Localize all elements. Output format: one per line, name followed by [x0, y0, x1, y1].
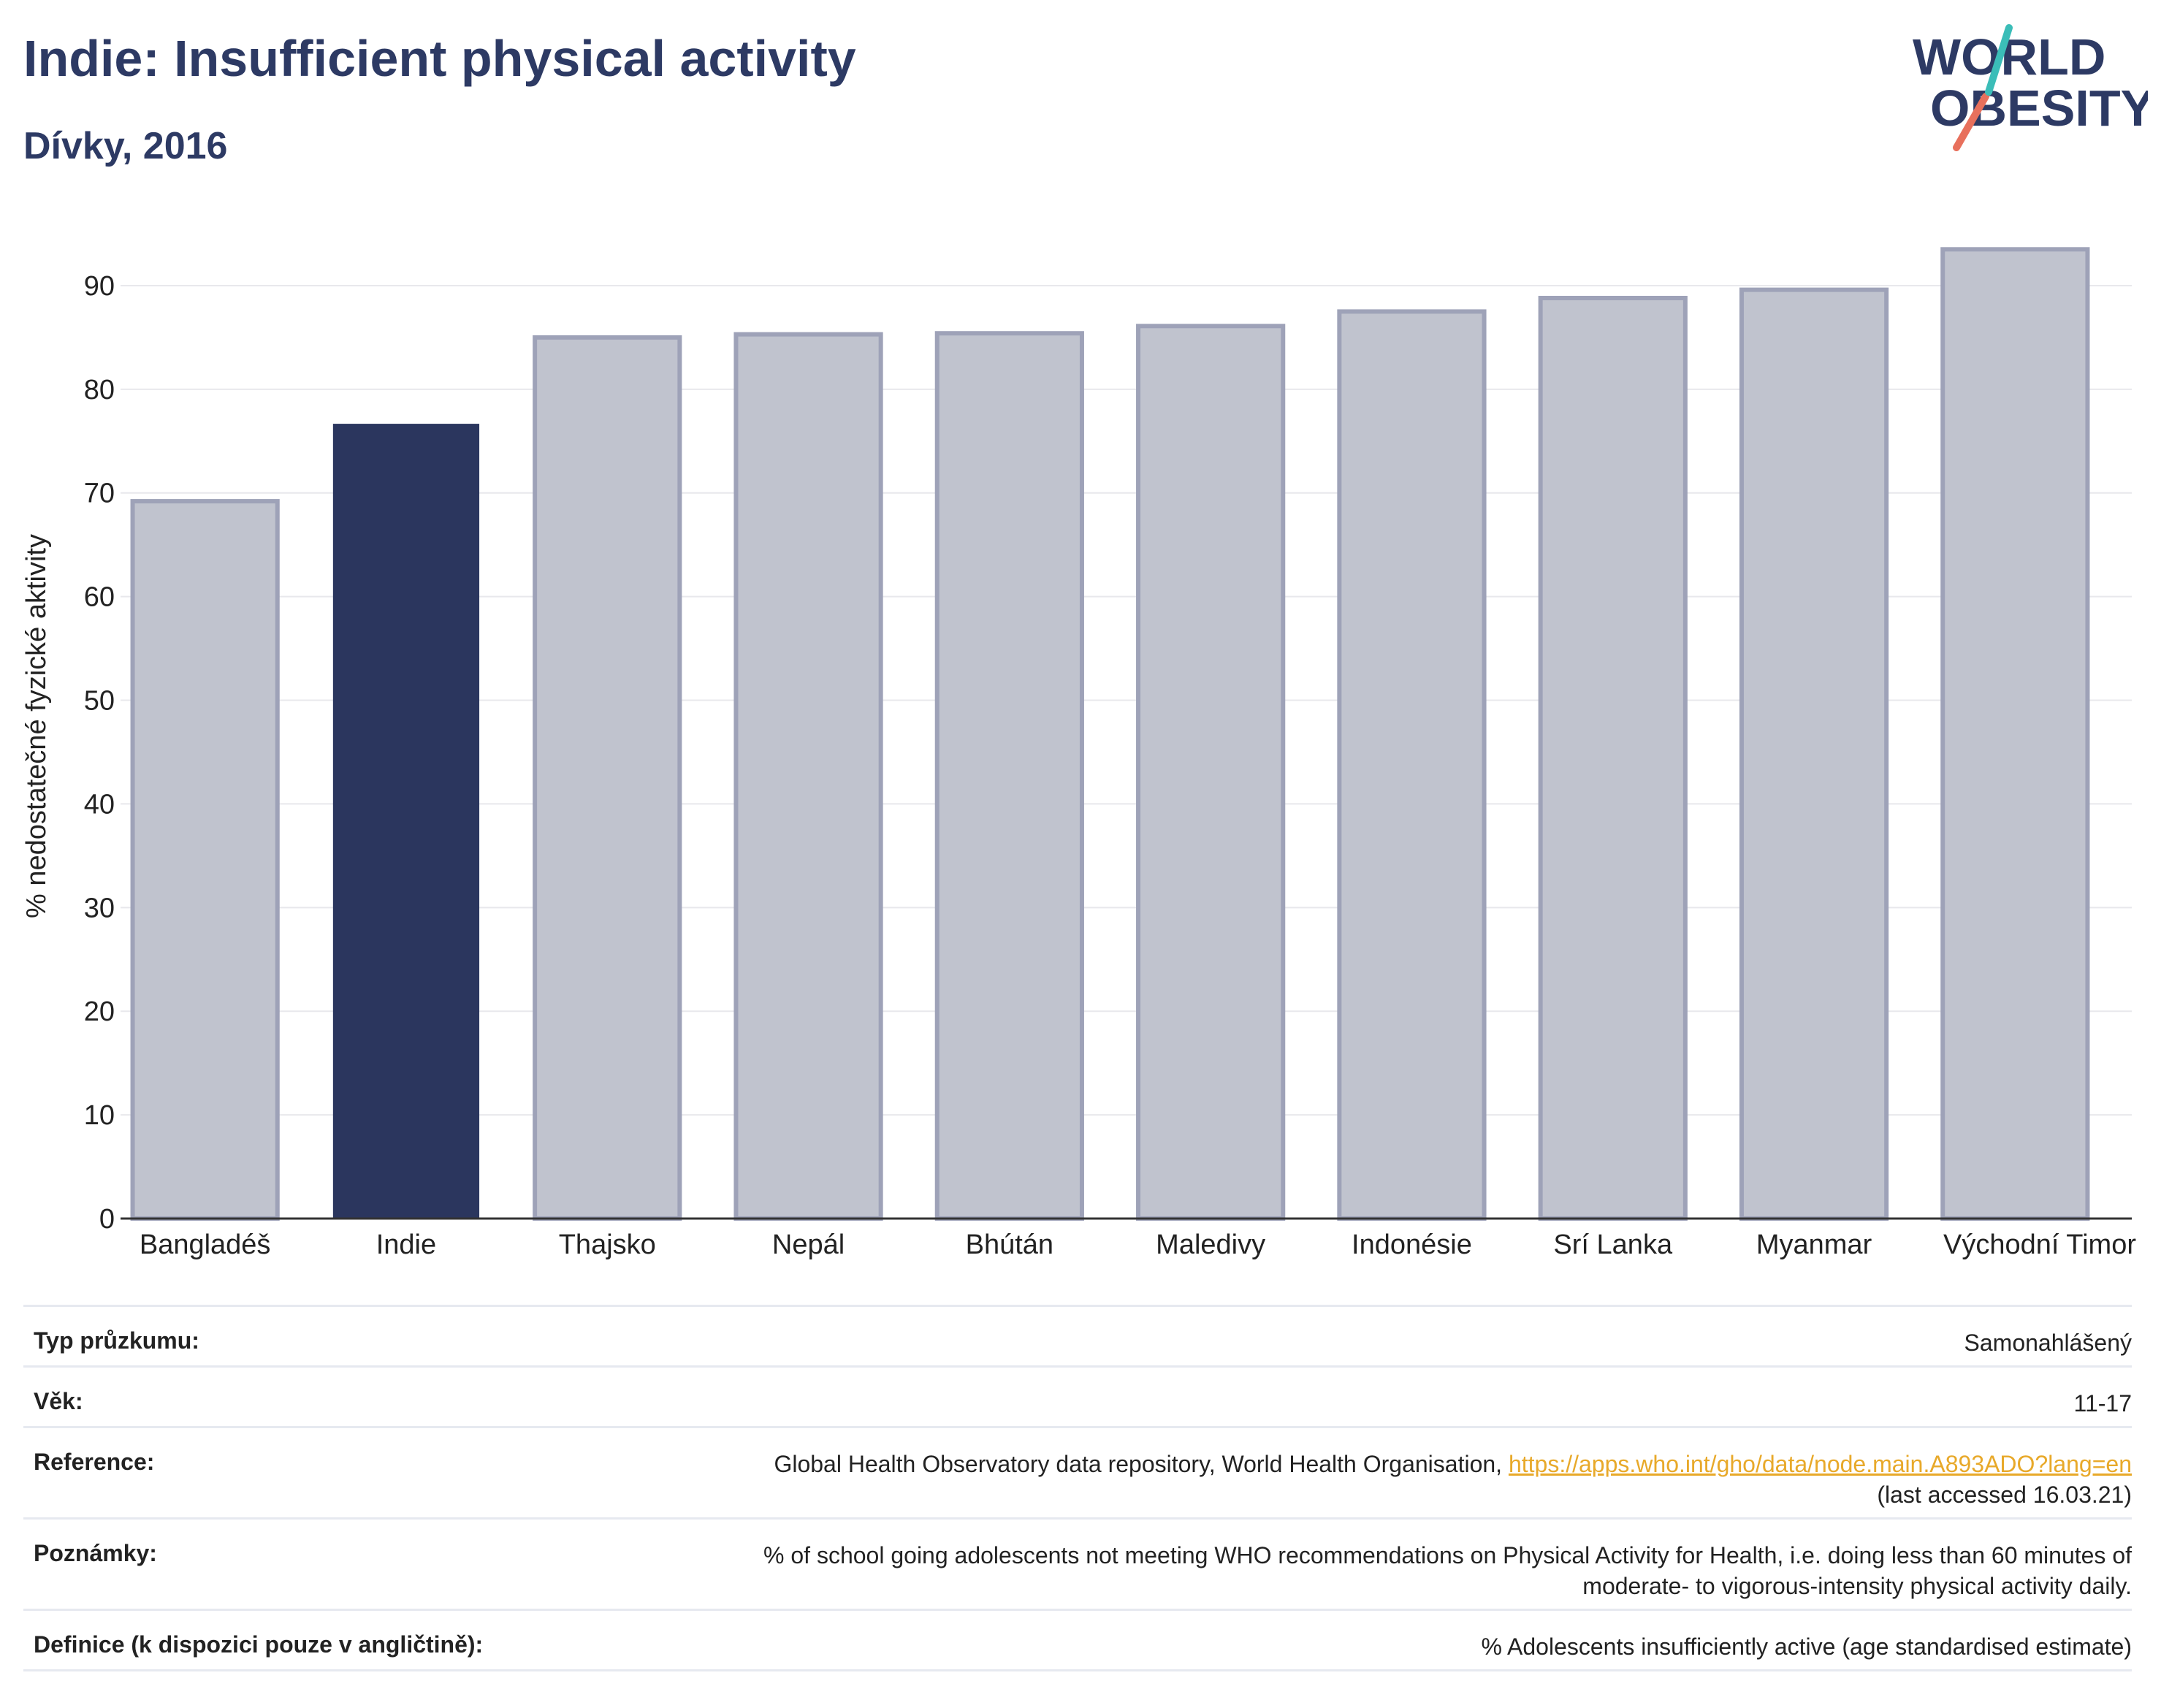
age-value: 11-17 — [2073, 1390, 2132, 1417]
notes-value: % of school going adolescents not meetin… — [763, 1540, 2132, 1601]
bar-bangladéš — [130, 499, 280, 1221]
logo-line2: OBESITY — [1930, 80, 2148, 137]
x-tick-label: Nepál — [772, 1229, 845, 1260]
x-tick-label: Indonésie — [1352, 1229, 1472, 1260]
bar-bhútán — [934, 331, 1084, 1221]
bar-indonésie — [1337, 309, 1487, 1221]
reference-label: Reference: — [34, 1449, 155, 1475]
x-tick-label: Východní Timor — [1943, 1229, 2136, 1260]
reference-row: Reference: Global Health Observatory dat… — [23, 1426, 2132, 1517]
survey-type-value: Samonahlášený — [1964, 1330, 2132, 1356]
survey-type-row: Typ průzkumu: Samonahlášený — [23, 1305, 2132, 1365]
reference-text: Global Health Observatory data repositor… — [774, 1451, 1509, 1477]
x-tick-label: Bhútán — [966, 1229, 1053, 1260]
x-tick-label: Srí Lanka — [1553, 1229, 1673, 1260]
definition-row: Definice (k dispozici pouze v angličtině… — [23, 1609, 2132, 1671]
y-tick-label: 60 — [84, 582, 115, 613]
reference-value: Global Health Observatory data repositor… — [774, 1449, 2132, 1510]
bar-indie — [332, 424, 480, 1219]
y-tick-label: 90 — [84, 271, 115, 302]
notes-row: Poznámky: % of school going adolescents … — [23, 1517, 2132, 1609]
y-tick-label: 70 — [84, 479, 115, 509]
reference-link[interactable]: https://apps.who.int/gho/data/node.main.… — [1508, 1451, 2132, 1477]
notes-line2: moderate- to vigorous-intensity physical… — [1582, 1573, 2132, 1599]
page-title: Indie: Insufficient physical activity — [23, 30, 856, 87]
y-tick-label: 10 — [84, 1100, 115, 1131]
bar-nepál — [733, 332, 883, 1221]
x-tick-label: Myanmar — [1756, 1229, 1872, 1260]
bar-maledivy — [1136, 324, 1286, 1221]
world-obesity-logo: WORLD OBESITY — [1913, 24, 2148, 151]
survey-type-label: Typ průzkumu: — [34, 1327, 199, 1354]
y-axis-label: % nedostatečné fyzické aktivity — [21, 534, 52, 918]
x-tick-label: Bangladéš — [140, 1229, 271, 1260]
x-tick-label: Thajsko — [559, 1229, 656, 1260]
definition-label: Definice (k dispozici pouze v angličtině… — [34, 1631, 484, 1658]
x-tick-labels: Bangladéš Indie Thajsko Nepál Bhútán Maledivy… — [140, 1229, 2136, 1260]
y-tick-label: 80 — [84, 375, 115, 405]
bar-myanmar — [1739, 287, 1889, 1221]
x-tick-label: Maledivy — [1156, 1229, 1265, 1260]
y-tick-label: 30 — [84, 893, 115, 923]
y-tick-labels: 0 10 20 30 40 50 60 70 80 90 — [84, 271, 115, 1235]
bars — [130, 247, 2090, 1221]
bar-chart: 0 10 20 30 40 50 60 70 80 90 Bangladéš Indie Thajsk… — [21, 247, 2136, 1260]
bar-východní-timor — [1940, 247, 2090, 1221]
bar-srí-lanka — [1538, 295, 1688, 1221]
reference-accessed: (last accessed 16.03.21) — [1877, 1482, 2132, 1508]
page-subtitle: Dívky, 2016 — [23, 125, 228, 167]
y-tick-label: 40 — [84, 789, 115, 820]
notes-label: Poznámky: — [34, 1540, 157, 1566]
x-tick-label: Indie — [376, 1229, 436, 1260]
definition-value: % Adolescents insufficiently active (age… — [1481, 1633, 2132, 1660]
y-tick-label: 20 — [84, 996, 115, 1027]
age-label: Věk: — [34, 1388, 83, 1414]
y-tick-label: 50 — [84, 686, 115, 717]
metadata-table: Typ průzkumu: Samonahlášený Věk: 11-17 R… — [23, 1305, 2132, 1671]
notes-line1: % of school going adolescents not meetin… — [763, 1542, 2132, 1568]
y-tick-label: 0 — [99, 1204, 115, 1235]
age-row: Věk: 11-17 — [23, 1365, 2132, 1426]
bar-thajsko — [533, 335, 682, 1221]
